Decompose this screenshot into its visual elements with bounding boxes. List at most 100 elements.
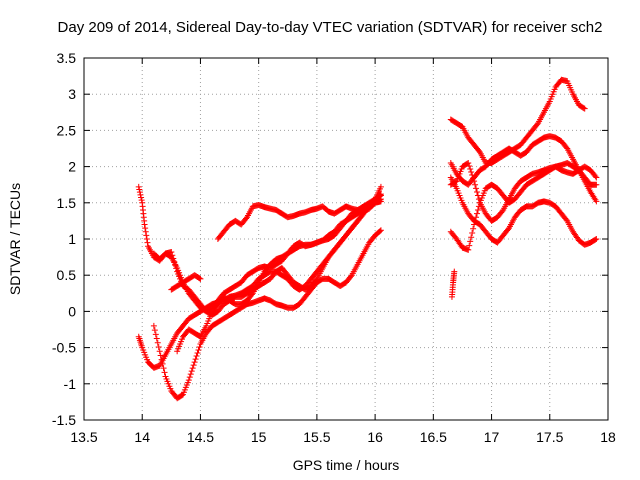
data-point — [465, 246, 472, 253]
data-point — [534, 121, 541, 128]
y-tick-label: 2 — [68, 159, 76, 175]
data-point — [193, 353, 200, 360]
y-tick-label: -1.5 — [52, 412, 76, 428]
y-tick-label: 3 — [68, 86, 76, 102]
x-axis-label: GPS time / hours — [293, 457, 400, 473]
data-point — [473, 185, 480, 192]
series-track-6 — [168, 272, 204, 293]
y-axis-label: SDTVAR / TECUs — [7, 183, 23, 295]
data-point — [138, 194, 145, 201]
data-point — [172, 262, 179, 269]
data-point — [157, 352, 164, 359]
x-tick-labels: 13.5 14 14.5 15 15.5 16 16.5 17 17.5 18 — [70, 429, 616, 445]
data-point — [161, 369, 168, 376]
data-point — [138, 197, 145, 204]
data-point — [376, 196, 383, 203]
data-point — [593, 236, 600, 242]
data-point — [151, 327, 158, 334]
data-point — [473, 214, 480, 221]
y-tick-label: 2.5 — [57, 122, 77, 138]
data-point — [143, 232, 150, 239]
data-point — [593, 198, 600, 205]
data-point — [153, 335, 160, 342]
data-point — [377, 196, 384, 203]
data-point — [347, 273, 354, 280]
data-point — [468, 169, 475, 176]
data-point — [135, 183, 142, 190]
data-point — [152, 331, 159, 338]
data-point — [467, 238, 474, 245]
data-points — [135, 76, 600, 402]
data-point — [192, 356, 199, 363]
y-tick-label: 0 — [68, 303, 76, 319]
x-tick-label: 18 — [600, 429, 616, 445]
x-tick-label: 15.5 — [303, 429, 330, 445]
series-track-7 — [214, 196, 384, 242]
series-track-3 — [150, 227, 384, 402]
x-tick-label: 15 — [251, 429, 267, 445]
data-point — [377, 227, 384, 234]
series-track-13 — [448, 268, 458, 300]
data-point — [137, 191, 144, 198]
data-point — [474, 207, 481, 214]
data-point — [190, 362, 197, 369]
y-tick-label: -0.5 — [52, 340, 76, 356]
data-point — [377, 183, 384, 190]
data-point — [499, 208, 506, 215]
data-point — [472, 217, 479, 224]
data-point — [474, 192, 481, 199]
data-point — [169, 252, 176, 259]
data-point — [505, 226, 512, 233]
data-point — [592, 236, 599, 243]
data-point — [144, 239, 151, 246]
y-tick-label: 0.5 — [57, 267, 77, 283]
data-point — [471, 221, 478, 228]
data-point — [195, 347, 202, 354]
data-point — [248, 291, 255, 298]
series-track-8 — [447, 76, 588, 166]
data-point — [592, 173, 599, 180]
data-point — [168, 249, 175, 256]
x-tick-label: 16.5 — [420, 429, 447, 445]
y-tick-label: 1 — [68, 231, 76, 247]
data-point — [580, 105, 587, 112]
data-point — [159, 360, 166, 367]
y-tick-label: 3.5 — [57, 50, 77, 66]
data-point — [466, 162, 473, 169]
data-point — [467, 166, 474, 173]
y-tick-label: 1.5 — [57, 195, 77, 211]
data-point — [452, 178, 459, 185]
data-point — [475, 147, 482, 154]
x-tick-label: 14.5 — [187, 429, 214, 445]
data-point — [160, 365, 167, 372]
data-point — [581, 105, 588, 112]
data-point — [179, 392, 186, 399]
data-point — [136, 189, 143, 196]
data-point — [466, 242, 473, 249]
data-point — [171, 258, 178, 265]
data-point — [469, 172, 476, 179]
y-tick-labels: -1.5 -1 -0.5 0 0.5 1 1.5 2 2.5 3 3.5 — [52, 50, 76, 428]
data-point — [451, 268, 458, 275]
data-point — [186, 374, 193, 381]
data-point — [312, 277, 319, 284]
plot-frame — [83, 57, 609, 421]
x-tick-label: 13.5 — [70, 429, 97, 445]
data-point — [468, 234, 475, 241]
data-point — [470, 175, 477, 182]
data-point — [471, 178, 478, 185]
data-point — [150, 322, 157, 329]
data-point — [141, 221, 148, 228]
data-point — [474, 188, 480, 195]
x-tick-label: 17 — [484, 429, 500, 445]
data-point — [243, 215, 250, 222]
data-point — [155, 343, 162, 350]
data-point — [170, 255, 177, 262]
series-track-12 — [447, 159, 600, 224]
data-point — [196, 343, 203, 350]
data-point — [469, 229, 476, 236]
data-point — [593, 181, 600, 188]
axis-ticks — [83, 57, 609, 421]
y-tick-label: -1 — [64, 376, 77, 392]
